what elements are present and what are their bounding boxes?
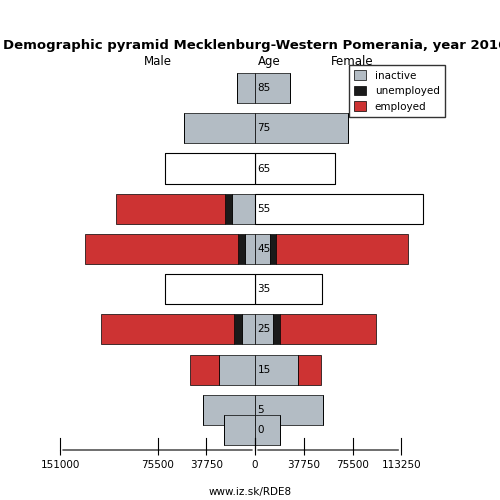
Text: 15: 15 bbox=[258, 364, 271, 374]
Text: Male: Male bbox=[144, 55, 172, 68]
Bar bbox=[116, 194, 224, 224]
Bar bbox=[255, 394, 324, 425]
Bar bbox=[237, 73, 255, 103]
Bar bbox=[255, 114, 348, 144]
Text: 85: 85 bbox=[258, 83, 271, 93]
Text: 75: 75 bbox=[258, 124, 271, 134]
Bar bbox=[242, 314, 255, 344]
Bar bbox=[234, 314, 242, 344]
Bar bbox=[255, 415, 280, 445]
Bar bbox=[219, 354, 255, 384]
Text: 55: 55 bbox=[258, 204, 271, 214]
Bar bbox=[224, 415, 255, 445]
Text: Female: Female bbox=[331, 55, 374, 68]
Bar bbox=[280, 314, 376, 344]
Bar bbox=[276, 234, 408, 264]
Bar bbox=[164, 154, 255, 184]
Bar bbox=[224, 194, 232, 224]
Bar bbox=[164, 274, 255, 304]
Bar bbox=[100, 314, 234, 344]
Bar bbox=[255, 274, 322, 304]
Text: 65: 65 bbox=[258, 164, 271, 173]
Bar bbox=[255, 234, 270, 264]
Bar bbox=[255, 354, 298, 384]
Text: 25: 25 bbox=[258, 324, 271, 334]
Bar bbox=[164, 154, 255, 184]
Text: 5: 5 bbox=[258, 405, 264, 415]
Bar bbox=[273, 314, 280, 344]
Bar bbox=[232, 194, 255, 224]
Bar bbox=[270, 234, 276, 264]
Text: 35: 35 bbox=[258, 284, 271, 294]
Bar bbox=[238, 234, 244, 264]
Bar bbox=[190, 354, 219, 384]
Bar bbox=[255, 73, 290, 103]
Bar bbox=[204, 394, 255, 425]
Title: Demographic pyramid Mecklenburg-Western Pomerania, year 2016: Demographic pyramid Mecklenburg-Western … bbox=[3, 39, 500, 52]
Bar bbox=[298, 354, 321, 384]
Text: 0: 0 bbox=[258, 425, 264, 435]
Bar bbox=[255, 154, 335, 184]
Bar bbox=[244, 234, 255, 264]
Text: Age: Age bbox=[258, 55, 280, 68]
Bar bbox=[255, 154, 335, 184]
Text: www.iz.sk/RDE8: www.iz.sk/RDE8 bbox=[208, 487, 292, 497]
Legend: inactive, unemployed, employed: inactive, unemployed, employed bbox=[348, 65, 445, 116]
Bar bbox=[255, 274, 322, 304]
Bar bbox=[255, 314, 273, 344]
Bar bbox=[255, 194, 423, 224]
Bar bbox=[85, 234, 237, 264]
Bar bbox=[184, 114, 255, 144]
Bar bbox=[164, 274, 255, 304]
Text: 45: 45 bbox=[258, 244, 271, 254]
